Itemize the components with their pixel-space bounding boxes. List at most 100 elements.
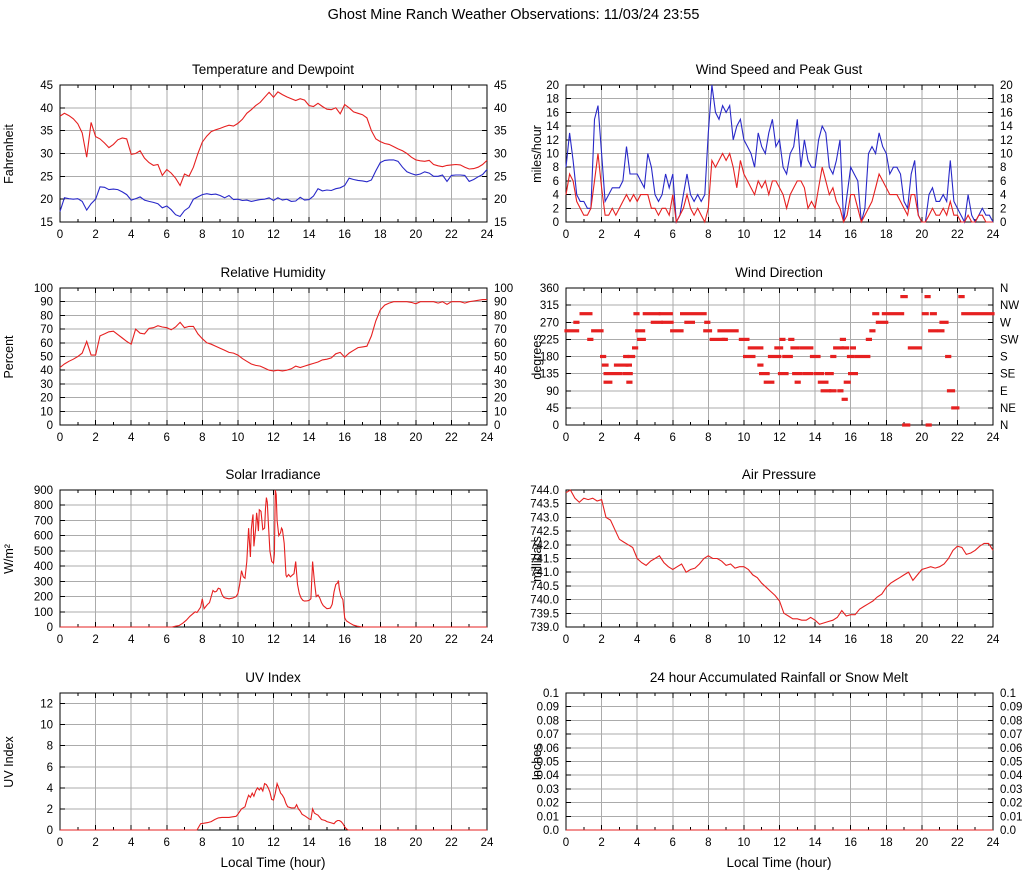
y-tick-label: 6 (47, 762, 53, 774)
y-right-label: 18 (1000, 94, 1013, 106)
y-right-label: 10 (1000, 149, 1013, 161)
y-right-label: 30 (494, 379, 507, 391)
x-tick-label: 16 (338, 837, 351, 849)
wind-direction-dots (623, 354, 630, 359)
air-pressure-line (565, 489, 994, 625)
x-tick-label: 6 (164, 229, 170, 241)
x-tick-label: 4 (128, 229, 135, 241)
y-right-label: 0.09 (1000, 702, 1022, 714)
y-right-label: 12 (1000, 135, 1013, 147)
x-tick-label: 0 (57, 432, 63, 444)
y-right-label: 80 (494, 310, 507, 322)
y-tick-label: 4 (553, 190, 560, 202)
x-tick-label: 8 (199, 229, 205, 241)
wind-direction-dots (817, 380, 829, 384)
x-tick-label: 6 (670, 229, 676, 241)
wind-direction-dots (564, 329, 580, 333)
y-right-label: 6 (1000, 176, 1006, 188)
y-right-label: 16 (1000, 107, 1013, 119)
y-tick-label: 40 (40, 365, 53, 377)
wind-direction-dots (829, 389, 837, 393)
solar-irradiance-chart: Solar Irradiance W/m² 0 2 4 6 8 10 12 14 16 18 20 2… (2, 467, 494, 646)
x-tick-label: 2 (598, 837, 604, 849)
y-tick-label: 12 (40, 699, 53, 711)
wind-direction-dots (703, 329, 713, 333)
y-right-label: 0.04 (1000, 770, 1023, 782)
air-pressure-chart: Air Pressure millibars 0 2 4 6 8 10 12 14 16 18 20… (530, 467, 1000, 646)
y-right-label: 0 (1000, 217, 1006, 229)
y-tick-label: 45 (40, 80, 53, 92)
wind-direction-dots (704, 320, 711, 324)
y-right-label: 10 (494, 406, 507, 418)
wind-direction-dots (939, 320, 949, 324)
y-right-label: 14 (1000, 121, 1013, 133)
y-tick-label: 0 (553, 217, 559, 229)
x-tick-label: 4 (128, 837, 135, 849)
y-tick-label: 10 (546, 149, 559, 161)
x-tick-label: 10 (232, 634, 245, 646)
y-right-label: 0.02 (1000, 798, 1022, 810)
wind-direction-dots (680, 312, 707, 316)
x-tick-label: 8 (705, 229, 711, 241)
x-tick-label: 10 (738, 837, 751, 849)
wind-direction-dots (937, 329, 945, 333)
wind-direction-dots (601, 363, 609, 367)
wind-direction-dots (625, 363, 632, 367)
y-right-label: N (1000, 283, 1008, 295)
wind-direction-dots (924, 295, 931, 299)
x-tick-label: 8 (705, 432, 711, 444)
wind-direction-dots (747, 346, 764, 350)
y-tick-label: 739.5 (530, 608, 559, 620)
y-tick-label: 16 (546, 107, 559, 119)
x-tick-label: 20 (915, 432, 928, 444)
x-tick-label: 4 (634, 432, 641, 444)
x-tick-label: 0 (57, 837, 63, 849)
wind-direction-dots (837, 389, 844, 393)
y-tick-label: 135 (540, 369, 559, 381)
y-tick-label: 741.0 (530, 567, 559, 579)
wind-direction-dots (839, 337, 846, 341)
y-tick-label: 20 (40, 194, 53, 206)
x-tick-label: 14 (303, 432, 316, 444)
y-tick-label: 6 (553, 176, 559, 188)
x-tick-label: 24 (481, 634, 494, 646)
x-tick-label: 4 (128, 432, 135, 444)
y-tick-label: 744.0 (530, 485, 559, 497)
y-right-label: N (1000, 420, 1008, 432)
y-tick-label: 742.0 (530, 540, 559, 552)
wind-direction-dots (945, 354, 952, 359)
y-right-label: 40 (494, 103, 507, 115)
y-tick-label: 10 (40, 406, 53, 418)
y-tick-label: 360 (540, 283, 559, 295)
y-right-label: 70 (494, 324, 507, 336)
y-axis-label: W/m² (2, 544, 16, 574)
y-right-label: 100 (494, 283, 513, 295)
y-tick-label: 14 (546, 121, 559, 133)
chart-title: 24 hour Accumulated Rainfall or Snow Mel… (650, 670, 908, 685)
chart-title: Solar Irradiance (225, 467, 320, 482)
x-tick-label: 20 (409, 229, 422, 241)
wind-direction-dots (958, 295, 965, 299)
x-tick-label: 8 (199, 432, 205, 444)
wind-direction-dots (717, 329, 739, 333)
y-tick-label: 50 (40, 352, 53, 364)
solar-irradiance-line (60, 489, 487, 628)
x-tick-label: 16 (844, 837, 857, 849)
wind-direction-dots (799, 346, 814, 350)
y-tick-label: 700 (34, 515, 53, 527)
x-tick-label: 12 (773, 837, 786, 849)
y-right-label: NW (1000, 300, 1019, 312)
wind-direction-dots (721, 337, 728, 341)
y-tick-label: 60 (40, 338, 53, 350)
x-tick-label: 14 (809, 432, 822, 444)
wind-direction-dots (824, 372, 834, 376)
y-tick-label: 0.07 (537, 729, 559, 741)
x-tick-label: 20 (915, 229, 928, 241)
wind-direction-dots (951, 406, 960, 410)
x-tick-label: 12 (773, 634, 786, 646)
wind-direction-dots (774, 346, 784, 350)
x-tick-label: 4 (634, 837, 641, 849)
x-tick-label: 2 (92, 837, 98, 849)
wind-direction-dots (928, 329, 938, 333)
